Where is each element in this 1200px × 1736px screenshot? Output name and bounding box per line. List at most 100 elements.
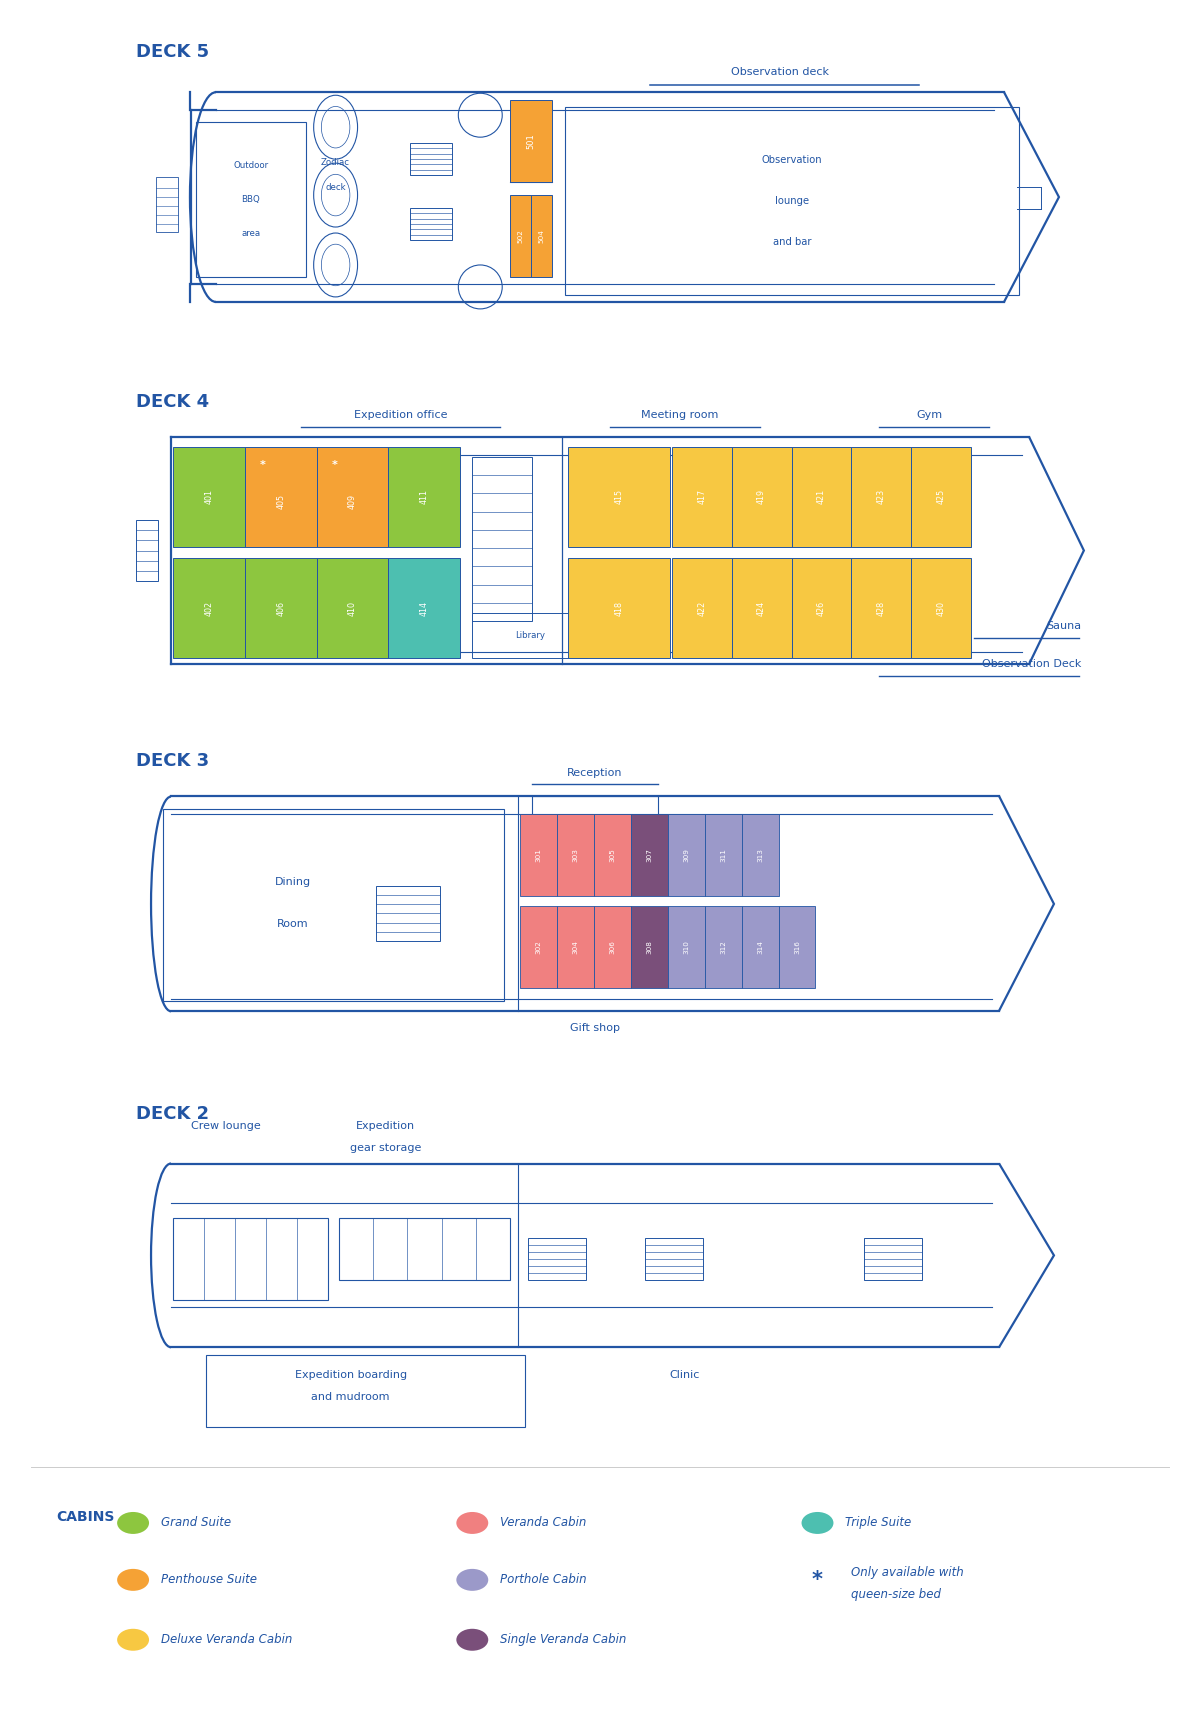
Text: 423: 423	[877, 490, 886, 503]
Text: Clinic: Clinic	[670, 1370, 700, 1380]
Bar	[156, 177, 178, 233]
Bar	[173, 559, 245, 658]
Bar	[173, 1219, 328, 1300]
Bar	[594, 814, 631, 896]
Text: 422: 422	[697, 601, 707, 616]
Bar	[792, 559, 852, 658]
Text: 424: 424	[757, 601, 766, 616]
Text: 502: 502	[517, 229, 523, 243]
Text: queen-size bed: queen-size bed	[852, 1588, 942, 1601]
Bar	[136, 519, 158, 582]
Text: Reception: Reception	[568, 767, 623, 778]
Bar	[704, 906, 742, 988]
Text: 411: 411	[420, 490, 428, 503]
Bar	[173, 446, 245, 547]
Text: *: *	[331, 460, 337, 470]
Text: 307: 307	[647, 849, 653, 863]
Text: 312: 312	[720, 939, 726, 953]
Text: 414: 414	[420, 601, 428, 616]
Text: 313: 313	[757, 849, 763, 863]
Text: 316: 316	[794, 939, 800, 953]
Text: area: area	[241, 229, 260, 238]
Bar	[672, 559, 732, 658]
Text: Meeting room: Meeting room	[641, 410, 719, 420]
Bar	[568, 559, 670, 658]
Bar	[911, 559, 971, 658]
Bar	[631, 814, 668, 896]
Bar	[668, 814, 704, 896]
Bar	[317, 446, 389, 547]
Text: DECK 3: DECK 3	[136, 752, 209, 771]
Ellipse shape	[456, 1569, 488, 1590]
Text: Zodiac: Zodiac	[322, 158, 350, 167]
Bar	[792, 446, 852, 547]
Text: 409: 409	[348, 495, 358, 509]
Bar	[864, 1238, 923, 1281]
Text: 314: 314	[757, 939, 763, 953]
Text: Observation Deck: Observation Deck	[982, 660, 1081, 670]
Text: 301: 301	[535, 849, 541, 863]
Ellipse shape	[456, 1628, 488, 1651]
Text: gear storage: gear storage	[350, 1142, 421, 1153]
Text: 405: 405	[276, 495, 286, 509]
Ellipse shape	[118, 1512, 149, 1535]
Bar	[557, 906, 594, 988]
Bar	[317, 559, 389, 658]
Text: DECK 5: DECK 5	[136, 43, 209, 61]
Bar	[911, 446, 971, 547]
Text: 306: 306	[610, 939, 616, 953]
Text: 406: 406	[276, 601, 286, 616]
Bar	[668, 906, 704, 988]
Ellipse shape	[118, 1569, 149, 1590]
Text: *: *	[260, 460, 265, 470]
Text: Porthole Cabin: Porthole Cabin	[500, 1573, 587, 1587]
Ellipse shape	[118, 1628, 149, 1651]
Text: 430: 430	[937, 601, 946, 616]
Bar	[196, 122, 306, 278]
Bar	[594, 906, 631, 988]
Bar	[742, 906, 779, 988]
Bar	[732, 446, 792, 547]
Bar	[732, 559, 792, 658]
Ellipse shape	[456, 1512, 488, 1535]
Bar	[206, 1356, 526, 1427]
Text: and mudroom: and mudroom	[311, 1392, 390, 1403]
Ellipse shape	[802, 1512, 834, 1535]
Bar	[338, 1219, 510, 1281]
Bar	[635, 484, 662, 521]
Text: 401: 401	[204, 490, 214, 503]
Text: 501: 501	[527, 134, 535, 149]
Text: and bar: and bar	[773, 238, 811, 247]
Text: 311: 311	[720, 849, 726, 863]
Text: 410: 410	[348, 601, 358, 616]
Bar	[557, 814, 594, 896]
Text: 309: 309	[683, 849, 689, 863]
Bar	[532, 797, 658, 832]
Text: 425: 425	[937, 490, 946, 503]
Text: Observation: Observation	[762, 155, 822, 165]
Bar	[510, 194, 532, 278]
Text: Single Veranda Cabin: Single Veranda Cabin	[500, 1634, 626, 1646]
Bar	[631, 906, 668, 988]
Text: 308: 308	[647, 939, 653, 953]
Text: 415: 415	[614, 490, 624, 503]
Text: CABINS: CABINS	[56, 1510, 115, 1524]
Bar	[473, 613, 587, 658]
Bar	[376, 885, 440, 941]
Text: DECK 4: DECK 4	[136, 392, 209, 411]
Bar	[245, 446, 317, 547]
Bar	[528, 1238, 586, 1281]
Bar	[510, 101, 552, 182]
Text: 428: 428	[877, 601, 886, 616]
Text: Expedition: Expedition	[356, 1120, 415, 1130]
Bar	[473, 457, 532, 621]
Text: 402: 402	[204, 601, 214, 616]
Text: lounge: lounge	[775, 196, 809, 207]
Text: Library: Library	[515, 632, 545, 641]
Bar	[852, 446, 911, 547]
Bar	[410, 208, 452, 240]
Text: Observation deck: Observation deck	[731, 68, 828, 78]
Text: DECK 2: DECK 2	[136, 1104, 209, 1123]
Text: 303: 303	[572, 849, 578, 863]
Text: 302: 302	[535, 939, 541, 953]
